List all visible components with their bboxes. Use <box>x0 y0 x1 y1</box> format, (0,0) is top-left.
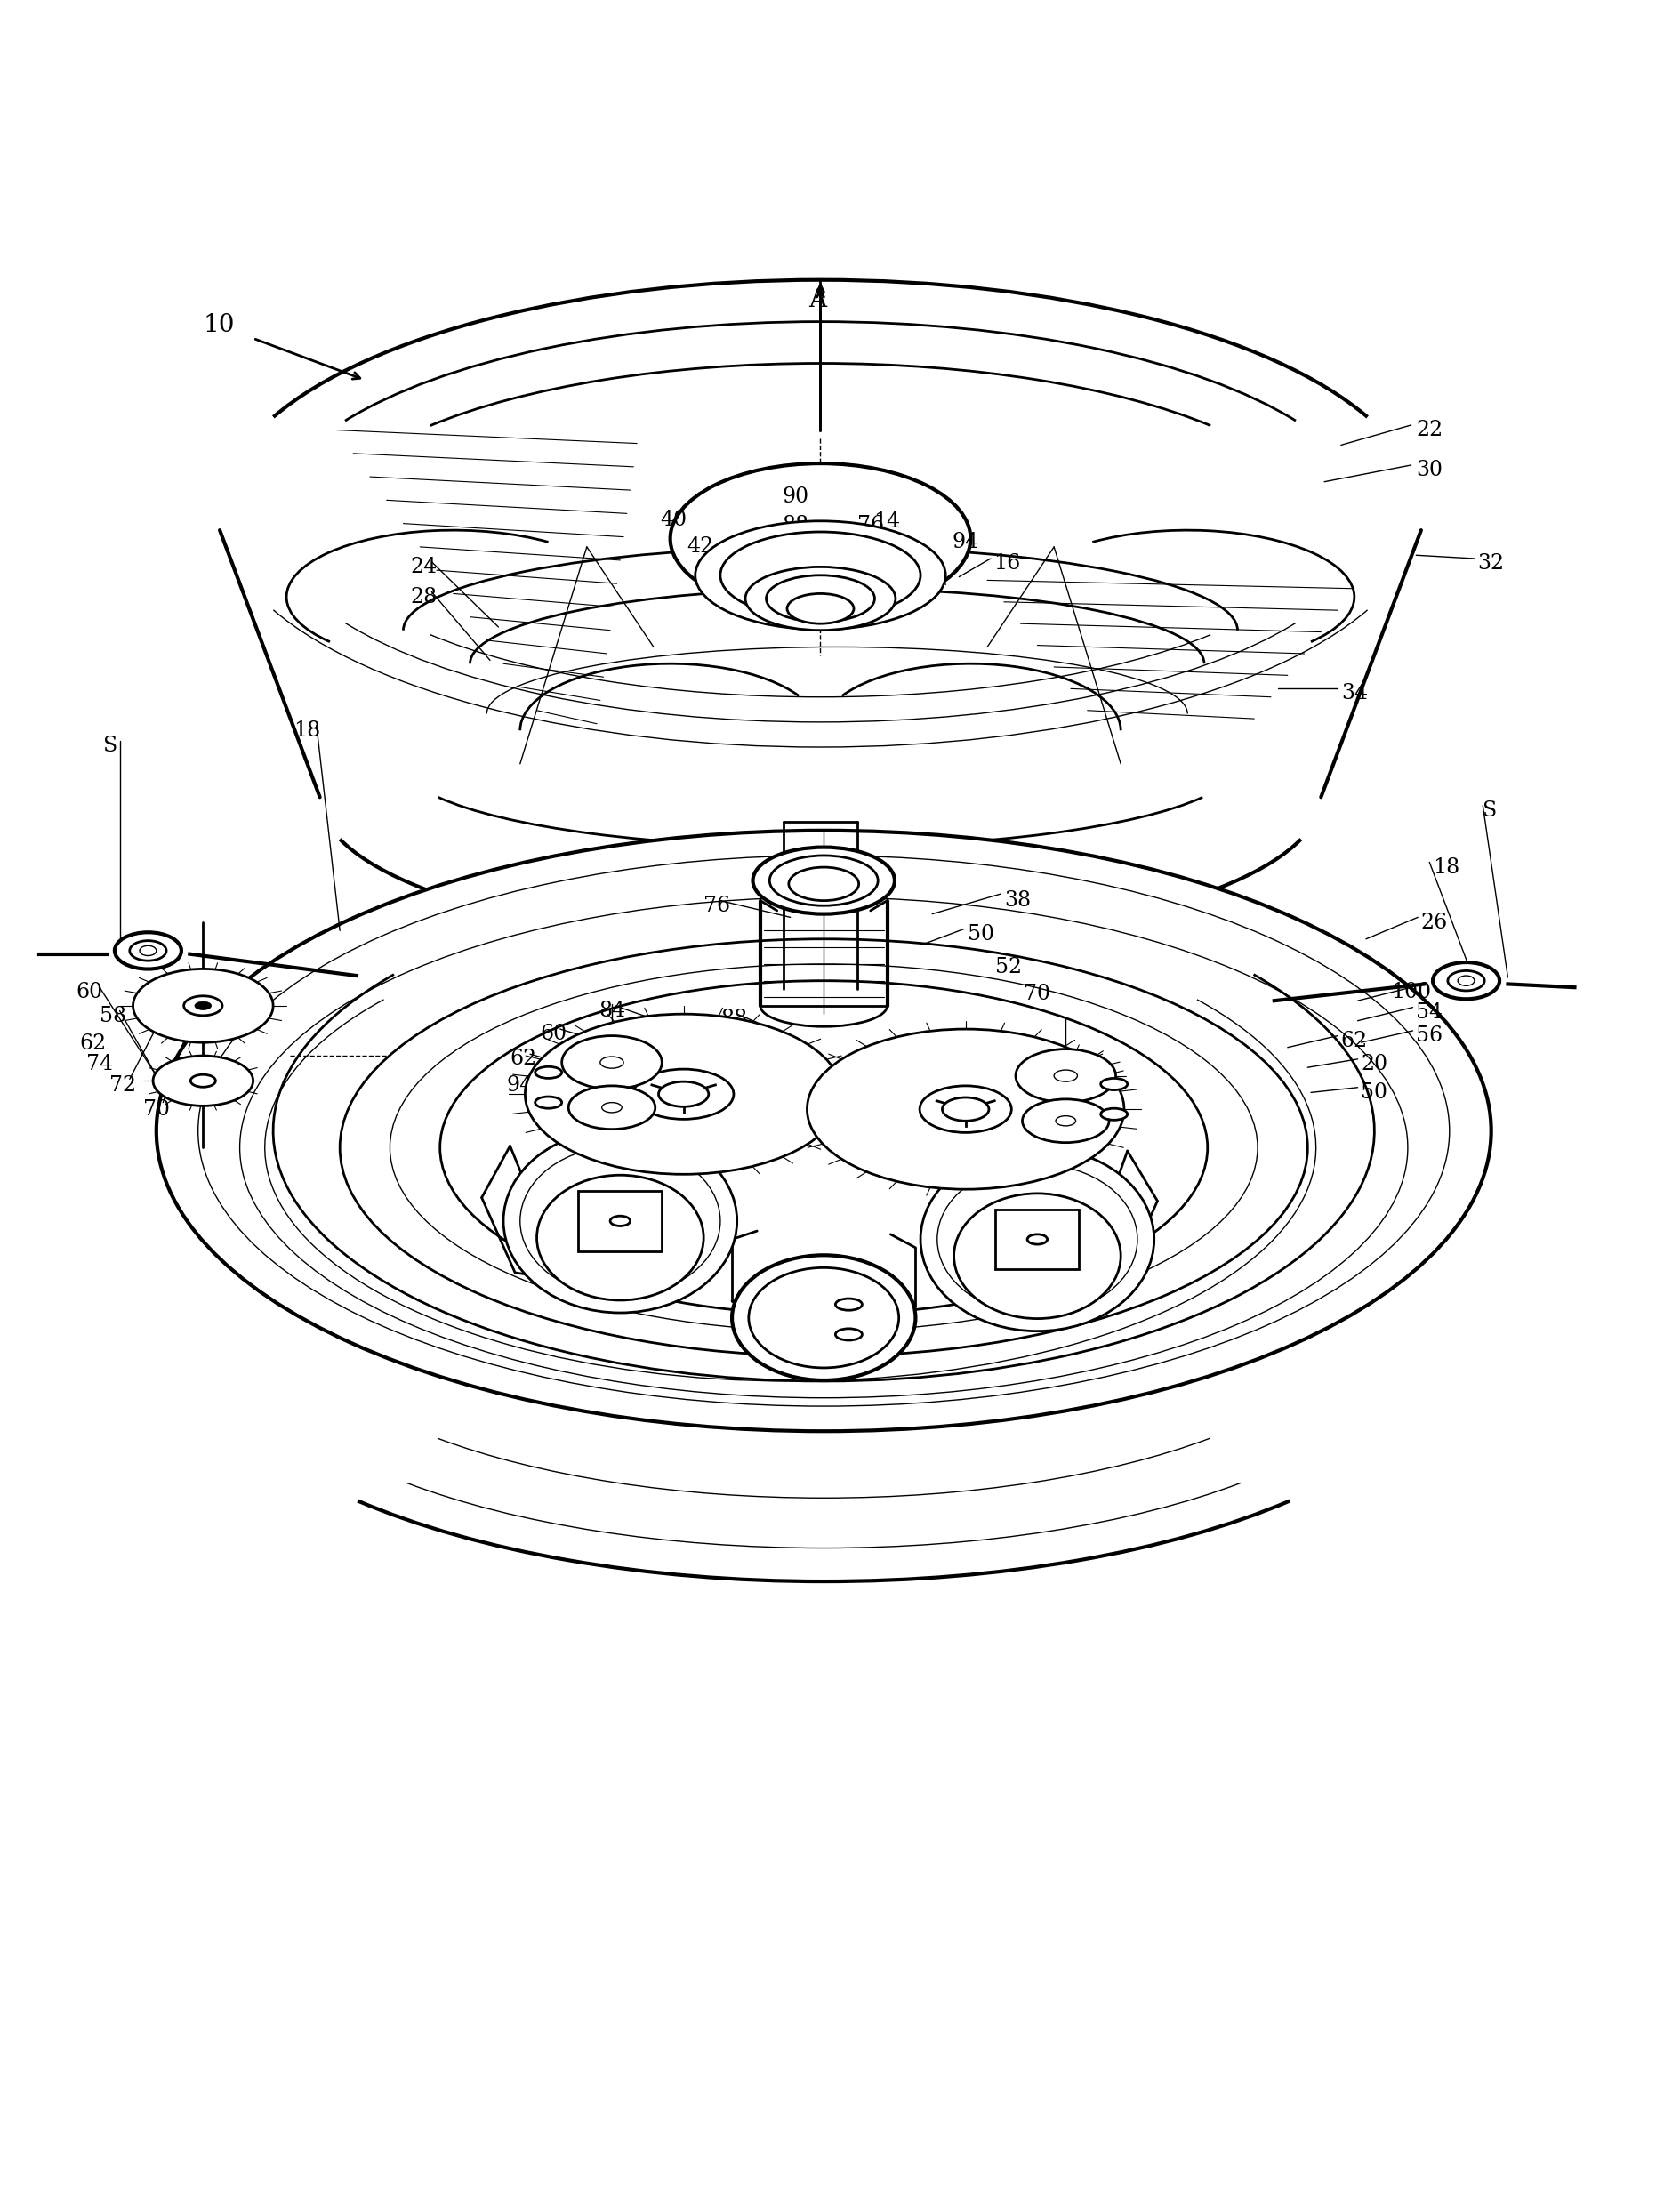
Text: 88: 88 <box>721 1010 748 1029</box>
Text: 76: 76 <box>857 516 884 536</box>
Ellipse shape <box>633 1069 732 1119</box>
Text: 72: 72 <box>109 1076 136 1095</box>
Ellipse shape <box>610 1216 630 1227</box>
Text: 50: 50 <box>966 924 993 944</box>
Ellipse shape <box>786 593 853 623</box>
Polygon shape <box>578 1192 662 1251</box>
Ellipse shape <box>153 1056 254 1106</box>
Text: 54: 54 <box>1415 1003 1441 1023</box>
Ellipse shape <box>788 867 858 900</box>
Text: A: A <box>808 288 825 312</box>
Text: 20: 20 <box>1361 1054 1388 1073</box>
Text: 62: 62 <box>509 1049 536 1069</box>
Text: 28: 28 <box>410 586 437 608</box>
Text: 18: 18 <box>1431 856 1458 878</box>
Ellipse shape <box>502 1128 736 1313</box>
Ellipse shape <box>1100 1078 1127 1091</box>
Text: 58: 58 <box>99 1005 126 1025</box>
Ellipse shape <box>129 942 166 961</box>
Polygon shape <box>995 1209 1079 1269</box>
Text: 18: 18 <box>292 720 319 740</box>
Text: 16: 16 <box>993 553 1020 573</box>
Text: 60: 60 <box>76 981 102 1003</box>
Ellipse shape <box>114 933 181 968</box>
Ellipse shape <box>806 1029 1124 1190</box>
Ellipse shape <box>731 1256 916 1381</box>
Text: 52: 52 <box>995 957 1021 977</box>
Text: 14: 14 <box>874 511 900 531</box>
Ellipse shape <box>536 1174 704 1299</box>
Ellipse shape <box>1055 1115 1075 1126</box>
Text: 36: 36 <box>623 1058 650 1078</box>
Text: 22: 22 <box>1415 419 1441 441</box>
Ellipse shape <box>195 1001 212 1010</box>
Ellipse shape <box>1446 970 1483 990</box>
Text: 74: 74 <box>86 1054 113 1073</box>
Ellipse shape <box>568 1087 655 1128</box>
Ellipse shape <box>766 575 874 621</box>
Text: 30: 30 <box>1415 461 1441 481</box>
Ellipse shape <box>748 1269 899 1367</box>
Text: S: S <box>102 735 118 755</box>
Text: 40: 40 <box>660 509 687 531</box>
Ellipse shape <box>183 997 222 1016</box>
Text: 50: 50 <box>1361 1082 1388 1102</box>
Text: 70: 70 <box>1023 983 1050 1005</box>
Text: 32: 32 <box>1477 553 1504 573</box>
Ellipse shape <box>919 1087 1011 1133</box>
Text: 94: 94 <box>506 1076 533 1095</box>
Ellipse shape <box>835 1299 862 1310</box>
Ellipse shape <box>942 1098 988 1122</box>
Ellipse shape <box>601 1102 622 1113</box>
Text: S: S <box>1482 801 1497 821</box>
Ellipse shape <box>561 1036 662 1089</box>
Ellipse shape <box>744 566 895 630</box>
Ellipse shape <box>659 1082 709 1106</box>
Text: 94: 94 <box>953 531 979 553</box>
Text: 34: 34 <box>1341 683 1368 705</box>
Text: 62: 62 <box>79 1034 106 1054</box>
Ellipse shape <box>696 520 946 630</box>
Ellipse shape <box>753 847 894 913</box>
Ellipse shape <box>835 1328 862 1341</box>
Ellipse shape <box>1021 1100 1109 1144</box>
Ellipse shape <box>1015 1049 1116 1102</box>
Text: 100: 100 <box>1391 981 1430 1003</box>
Text: 42: 42 <box>687 536 714 558</box>
Ellipse shape <box>1431 961 1499 999</box>
Ellipse shape <box>524 1014 842 1174</box>
Text: 56: 56 <box>1415 1025 1441 1047</box>
Ellipse shape <box>534 1067 561 1078</box>
Ellipse shape <box>534 1098 561 1108</box>
Text: 26: 26 <box>1420 913 1446 933</box>
Ellipse shape <box>769 856 877 907</box>
Text: 24: 24 <box>410 558 437 577</box>
Ellipse shape <box>1053 1069 1077 1082</box>
Text: 88: 88 <box>781 516 808 536</box>
Ellipse shape <box>190 1076 215 1087</box>
Text: 84: 84 <box>598 1001 625 1021</box>
Text: 10: 10 <box>203 314 235 338</box>
Text: 70: 70 <box>143 1100 170 1119</box>
Text: 38: 38 <box>1003 891 1030 911</box>
Ellipse shape <box>1100 1108 1127 1119</box>
Ellipse shape <box>1026 1234 1047 1245</box>
Text: 62: 62 <box>1341 1029 1368 1051</box>
Text: 60: 60 <box>539 1023 566 1045</box>
Text: 76: 76 <box>704 896 731 915</box>
Ellipse shape <box>670 463 969 615</box>
Ellipse shape <box>721 531 921 619</box>
Ellipse shape <box>156 830 1490 1431</box>
Ellipse shape <box>133 968 272 1043</box>
Ellipse shape <box>921 1148 1154 1330</box>
Ellipse shape <box>954 1194 1121 1319</box>
Text: 90: 90 <box>781 487 808 507</box>
Ellipse shape <box>600 1056 623 1069</box>
